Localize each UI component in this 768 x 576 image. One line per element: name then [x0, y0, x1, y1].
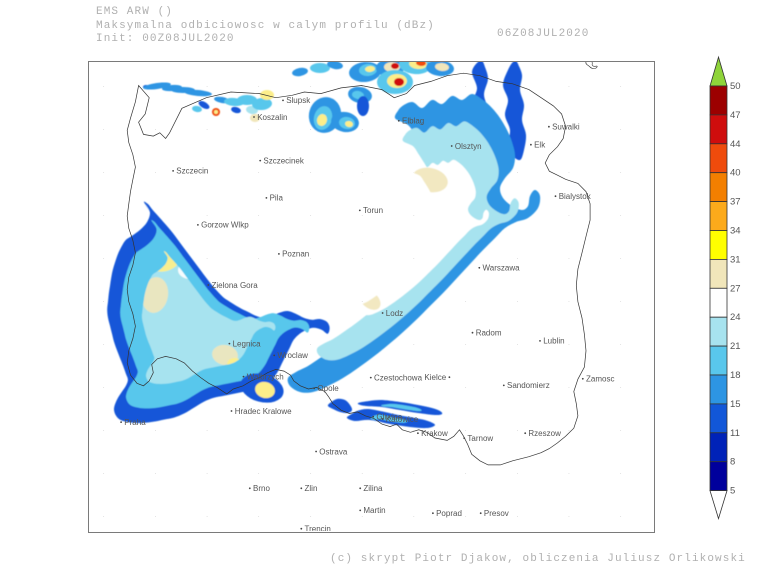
svg-text:Elblag: Elblag	[402, 117, 424, 126]
svg-text:Presov: Presov	[484, 509, 509, 518]
svg-text:Zamosc: Zamosc	[586, 375, 614, 384]
svg-text:Radom: Radom	[476, 329, 502, 338]
svg-text:11: 11	[730, 428, 740, 439]
svg-text:Poznan: Poznan	[282, 250, 309, 259]
svg-text:37: 37	[730, 197, 741, 208]
svg-text:Opole: Opole	[317, 384, 339, 393]
svg-text:Lodz: Lodz	[386, 309, 403, 318]
svg-text:34: 34	[730, 226, 741, 237]
svg-text:Gorzow Wlkp: Gorzow Wlkp	[201, 221, 249, 230]
svg-text:31: 31	[730, 254, 741, 265]
svg-text:Szczecin: Szczecin	[176, 167, 208, 176]
svg-text:Zielona Gora: Zielona Gora	[212, 281, 259, 290]
svg-text:Czestochowa: Czestochowa	[374, 373, 423, 382]
svg-text:Trencin: Trencin	[305, 525, 331, 532]
svg-text:Brno: Brno	[253, 484, 270, 493]
svg-text:Krakow: Krakow	[421, 429, 448, 438]
svg-text:Olsztyn: Olsztyn	[455, 142, 482, 151]
svg-text:Tarnow: Tarnow	[467, 434, 493, 443]
svg-text:40: 40	[730, 168, 741, 179]
svg-text:Poprad: Poprad	[436, 509, 462, 518]
svg-text:Warszawa: Warszawa	[483, 264, 521, 273]
svg-text:Hradec Kralowe: Hradec Kralowe	[235, 407, 292, 416]
svg-text:44: 44	[730, 139, 741, 150]
svg-text:5: 5	[730, 486, 735, 497]
svg-text:Bialystok: Bialystok	[559, 192, 592, 201]
svg-text:Pila: Pila	[270, 194, 284, 203]
svg-text:Elk: Elk	[534, 141, 546, 150]
svg-text:Torun: Torun	[363, 206, 383, 215]
svg-text:Martin: Martin	[363, 506, 385, 515]
svg-text:21: 21	[730, 341, 741, 352]
svg-text:47: 47	[730, 110, 741, 121]
svg-text:Praha: Praha	[124, 418, 146, 427]
svg-text:Koszalin: Koszalin	[257, 113, 287, 122]
svg-text:Slupsk: Slupsk	[286, 96, 311, 105]
svg-text:Lublin: Lublin	[543, 337, 564, 346]
svg-text:Zilina: Zilina	[363, 484, 383, 493]
svg-text:Szczecinek: Szczecinek	[263, 156, 304, 165]
svg-text:Kielce: Kielce	[424, 373, 446, 382]
svg-text:Ostrava: Ostrava	[319, 447, 348, 456]
svg-text:18: 18	[730, 370, 741, 381]
svg-text:27: 27	[730, 283, 741, 294]
svg-text:Rzeszow: Rzeszow	[528, 429, 561, 438]
svg-text:24: 24	[730, 312, 741, 323]
svg-text:8: 8	[730, 457, 735, 468]
svg-text:Suwalki: Suwalki	[552, 123, 580, 132]
svg-text:Zlin: Zlin	[305, 484, 318, 493]
svg-text:15: 15	[730, 399, 741, 410]
svg-text:Wroclaw: Wroclaw	[277, 351, 308, 360]
svg-text:Legnica: Legnica	[233, 339, 262, 348]
svg-text:Walbrzych: Walbrzych	[247, 372, 284, 381]
svg-text:Katowice: Katowice	[386, 415, 419, 424]
svg-text:Sandomierz: Sandomierz	[507, 381, 550, 390]
svg-text:50: 50	[730, 81, 741, 92]
